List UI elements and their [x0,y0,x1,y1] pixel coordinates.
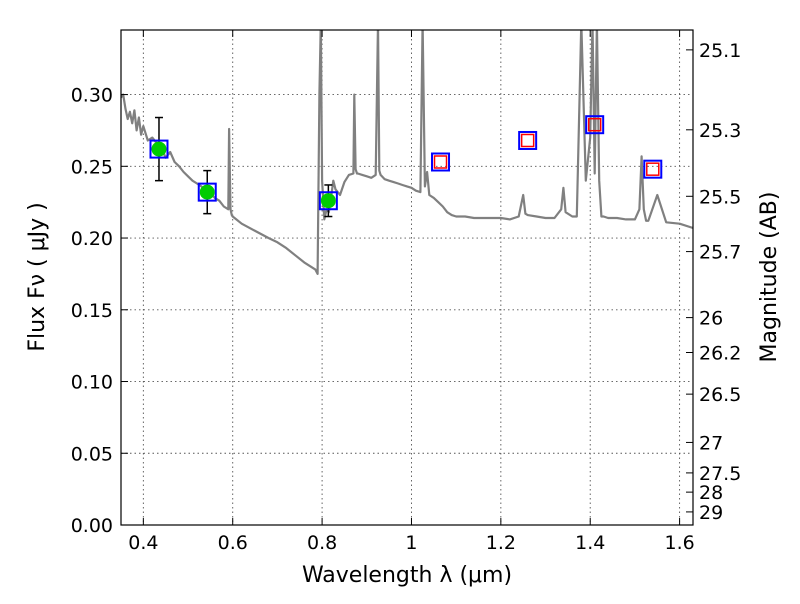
y-axis-label: Flux Fν ( μJy ) [25,202,50,351]
x-tick-label: 1.2 [486,532,516,554]
right-tick-label: 25.5 [699,186,741,208]
model-spectrum-line [121,30,693,275]
predicted-marker [520,133,535,148]
right-tick-label: 25.7 [699,242,741,264]
x-tick-label: 1.4 [575,532,605,554]
y-tick-label: 0.20 [71,228,113,250]
x-tick-label: 1.6 [664,532,694,554]
observed-point [199,184,215,200]
x-tick-label: 1 [405,532,417,554]
predicted-marker [433,155,448,169]
observed-point [151,141,167,157]
right-tick-label: 27.5 [699,463,741,485]
model-photometry-box [197,182,217,202]
model-photometry-box [431,152,451,172]
right-tick-label: 25.1 [699,40,741,62]
y-tick-label: 0.05 [71,443,113,465]
model-photometry-box [643,159,663,179]
axes: 0.4 0.6 0.8 1 1.2 1.4 1.6 0.00 0.05 0.10 0.15 0.20 0… [71,30,741,554]
x-tick-label: 0.6 [218,532,248,554]
model-photometry-box [149,139,169,159]
photometry-markers [149,115,663,218]
model-photometry-box [318,191,338,211]
right-axis-label: Magnitude (AB) [757,192,782,363]
right-tick-label: 26.2 [699,342,741,364]
right-tick-label: 29 [699,502,723,524]
plot-frame [120,29,694,526]
y-tick-label: 0.25 [71,156,113,178]
y-tick-label: 0.10 [71,372,113,394]
model-photometry-box [518,130,538,150]
y-tick-label: 0.00 [71,515,113,537]
x-axis-label: Wavelength λ (μm) [302,563,512,588]
y-tick-label: 0.30 [71,85,113,107]
model-spectrum [121,30,693,275]
predicted-marker [587,117,602,132]
right-tick-label: 25.3 [699,120,741,142]
right-tick-label: 28 [699,482,723,504]
predicted-marker [646,162,660,176]
y-tick-label: 0.15 [71,300,113,322]
x-tick-label: 0.4 [128,532,158,554]
right-tick-label: 26 [699,308,723,330]
grid [121,30,693,526]
model-photometry-box [585,115,605,135]
right-tick-label: 27 [699,432,723,454]
x-tick-label: 0.8 [307,532,337,554]
observed-point [320,193,336,209]
right-tick-label: 26.5 [699,384,741,406]
